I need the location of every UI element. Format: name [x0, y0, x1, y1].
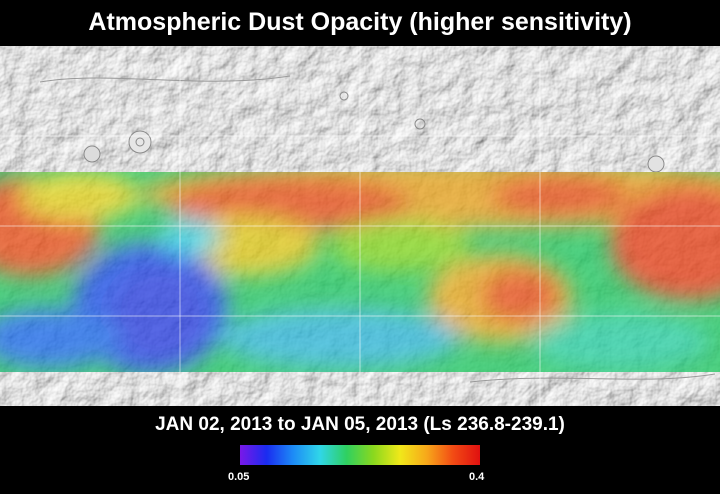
scale-max-label: 0.4	[469, 471, 485, 483]
graticule	[0, 46, 720, 406]
mars-dust-opacity-map	[0, 46, 720, 406]
map-title: Atmospheric Dust Opacity (higher sensiti…	[88, 8, 632, 36]
scale-min-label: 0.05	[228, 471, 250, 483]
opacity-color-scale	[240, 445, 480, 465]
date-range: JAN 02, 2013 to JAN 05, 2013 (Ls 236.8-2…	[155, 414, 565, 435]
